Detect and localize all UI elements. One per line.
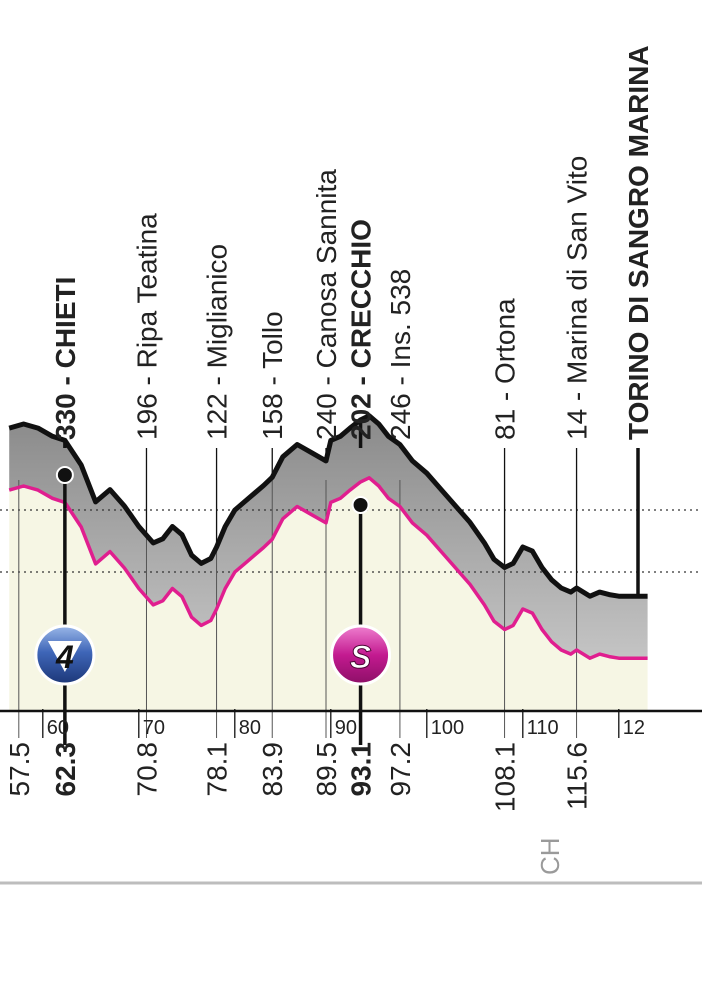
- place-label-0: 330 - CHIETI: [50, 277, 81, 440]
- km-label-7: 97.2: [385, 742, 416, 797]
- x-tick-label-6: 12: [623, 717, 645, 739]
- place-label-9: TORINO DI SANGRO MARINA: [623, 45, 654, 440]
- x-tick-label-4: 100: [431, 717, 464, 739]
- x-tick-label-5: 110: [527, 717, 559, 739]
- place-label-4: 240 - Canosa Sannita: [311, 169, 342, 440]
- place-label-6: 246 - Ins. 538: [385, 269, 416, 440]
- km-label-0: 57.5: [4, 742, 35, 797]
- badge-dot-1: [353, 497, 369, 513]
- x-tick-label-0: 60: [47, 717, 69, 739]
- km-label-2: 70.8: [131, 742, 162, 797]
- place-label-8: 14 - Marina di San Vito: [562, 156, 593, 440]
- region-label: CH: [535, 837, 565, 875]
- badge-label-0: 4: [55, 639, 74, 675]
- km-label-4: 83.9: [257, 742, 288, 797]
- km-label-5: 89.5: [311, 742, 342, 797]
- place-label-1: 196 - Ripa Teatina: [131, 213, 162, 440]
- km-label-6: 93.1: [346, 742, 377, 797]
- km-label-1: 62.3: [50, 742, 81, 797]
- place-label-7: 81 - Ortona: [490, 298, 521, 440]
- place-label-5: 202 - CRECCHIO: [346, 219, 377, 440]
- place-label-2: 122 - Miglianico: [202, 244, 233, 440]
- x-tick-label-1: 70: [143, 717, 165, 739]
- km-label-9: 115.6: [562, 742, 593, 810]
- badge-label-1: S: [350, 639, 372, 675]
- km-label-8: 108.1: [490, 742, 521, 812]
- badge-dot-0: [57, 467, 73, 483]
- km-label-3: 78.1: [202, 742, 233, 797]
- x-tick-label-2: 80: [239, 717, 261, 739]
- x-tick-label-3: 90: [335, 717, 357, 739]
- place-label-3: 158 - Tollo: [257, 311, 288, 440]
